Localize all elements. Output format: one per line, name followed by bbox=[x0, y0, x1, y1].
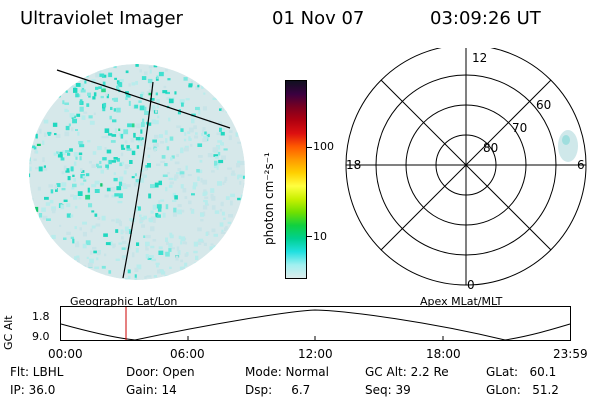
status-seq: Seq: 39 bbox=[365, 383, 411, 397]
colorbar-unit-label: photon cm⁻²s⁻¹ bbox=[262, 152, 276, 245]
status-dsp: Dsp: 6.7 bbox=[245, 383, 311, 397]
time-label: 03:09:26 UT bbox=[430, 8, 541, 29]
polar-plot: 12 18 6 0 60 70 80 bbox=[345, 48, 587, 292]
lat-label-70: 70 bbox=[512, 121, 527, 135]
apex-mlat-mlt-label: Apex MLat/MLT bbox=[420, 295, 503, 308]
status-gain: Gain: 14 bbox=[126, 383, 177, 397]
colorbar-tick-10: 10 bbox=[313, 230, 327, 243]
mlt-label-12: 12 bbox=[472, 51, 487, 65]
x-tick-06: 06:00 bbox=[170, 347, 205, 361]
color-bar bbox=[285, 80, 307, 279]
mlt-label-18: 18 bbox=[346, 158, 361, 172]
status-gc-alt: GC Alt: 2.2 Re bbox=[365, 365, 449, 379]
status-ip: IP: 36.0 bbox=[10, 383, 56, 397]
geographic-image bbox=[29, 64, 245, 280]
geographic-latlon-label: Geographic Lat/Lon bbox=[70, 295, 178, 308]
mlt-label-6: 6 bbox=[577, 158, 585, 172]
app-title: Ultraviolet Imager bbox=[20, 8, 183, 29]
lat-label-80: 80 bbox=[483, 141, 498, 155]
status-mode: Mode: Normal bbox=[245, 365, 329, 379]
lat-label-60: 60 bbox=[536, 98, 551, 112]
status-door: Door: Open bbox=[126, 365, 195, 379]
status-glon: GLon: 51.2 bbox=[486, 383, 559, 397]
geographic-grid-line bbox=[122, 81, 154, 279]
gc-alt-y-tick-high: 9.0 bbox=[32, 330, 50, 343]
x-tick-00: 00:00 bbox=[48, 347, 83, 361]
x-tick-2359: 23:59 bbox=[553, 347, 588, 361]
geographic-grid-line bbox=[56, 69, 231, 129]
x-tick-18: 18:00 bbox=[426, 347, 461, 361]
gc-alt-axis-label: GC Alt bbox=[2, 315, 15, 350]
gc-alt-y-tick-low: 1.8 bbox=[32, 310, 50, 323]
x-tick-12: 12:00 bbox=[298, 347, 333, 361]
mlt-label-0: 0 bbox=[467, 278, 475, 292]
altitude-timeline bbox=[60, 306, 571, 341]
uv-emission-map bbox=[29, 64, 245, 280]
status-glat: GLat: 60.1 bbox=[486, 365, 557, 379]
date-label: 01 Nov 07 bbox=[272, 8, 365, 29]
polar-emission-patch bbox=[558, 130, 578, 162]
status-flt: Flt: LBHL bbox=[10, 365, 64, 379]
colorbar-tick-100: 100 bbox=[313, 140, 334, 153]
